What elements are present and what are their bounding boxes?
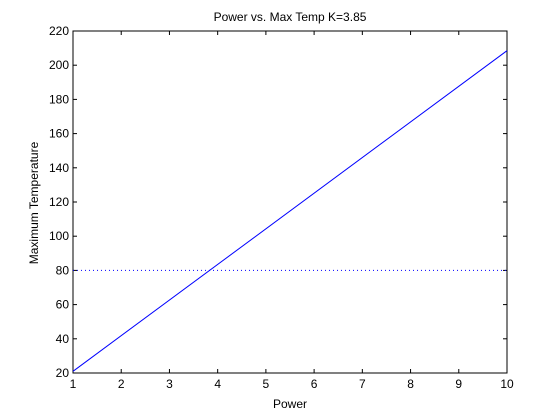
y-tick-label: 80 [56, 263, 70, 277]
y-tick-label: 160 [49, 127, 69, 141]
x-axis-label: Power [273, 397, 307, 411]
x-tick-label: 6 [311, 377, 318, 391]
x-tick-label: 8 [407, 377, 414, 391]
y-axis-label: Maximum Temperature [27, 141, 41, 264]
plot-area: 1 2 3 4 5 6 7 8 9 10 20 40 60 80 100 120 140 160 180 200 220 [49, 24, 514, 391]
y-tick-label: 200 [49, 58, 69, 72]
y-tick-label: 40 [56, 332, 70, 346]
y-tick-label: 20 [56, 366, 70, 380]
series-line [72, 50, 508, 372]
y-tick-label: 140 [49, 161, 69, 175]
x-tick-label: 9 [455, 377, 462, 391]
x-tick-label: 5 [263, 377, 270, 391]
plot-frame [72, 30, 508, 374]
y-tick-label: 220 [49, 24, 69, 38]
x-tick-label: 3 [166, 377, 173, 391]
x-tick-label: 4 [214, 377, 221, 391]
x-tick-label: 7 [359, 377, 366, 391]
y-tick-label: 180 [49, 92, 69, 106]
y-tick-label: 100 [49, 229, 69, 243]
x-tick-label: 2 [118, 377, 125, 391]
y-tick-label: 60 [56, 298, 70, 312]
x-tick-label: 1 [70, 377, 77, 391]
x-tick-label: 10 [500, 377, 514, 391]
y-tick-label: 120 [49, 195, 69, 209]
chart-title: Power vs. Max Temp K=3.85 [214, 10, 367, 24]
